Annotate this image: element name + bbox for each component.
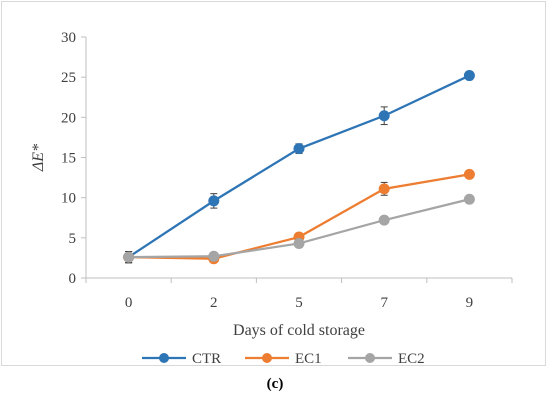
y-tick-label: 10 xyxy=(61,191,76,207)
x-tick-label: 2 xyxy=(210,295,218,311)
data-point-ctr xyxy=(293,143,305,155)
y-tick-label: 20 xyxy=(61,110,76,126)
x-tick-label: 7 xyxy=(380,295,388,311)
data-point-ec2 xyxy=(123,251,135,263)
y-tick-label: 25 xyxy=(61,70,76,86)
data-point-ec2 xyxy=(293,237,305,249)
series-line-ctr xyxy=(127,74,470,259)
data-point-ec2 xyxy=(378,214,390,226)
data-point-ec2 xyxy=(463,193,475,205)
legend-marker-ctr xyxy=(159,353,169,363)
y-tick-label: 15 xyxy=(61,151,76,167)
y-axis-title: ΔE* xyxy=(30,144,47,172)
y-tick-label: 5 xyxy=(69,231,77,247)
x-axis-title: Days of cold storage xyxy=(233,322,365,339)
legend-marker-ec2 xyxy=(365,353,375,363)
figure-caption: (c) xyxy=(0,376,550,393)
y-tick-label: 0 xyxy=(69,271,77,287)
chart-frame: 0 5 10 15 20 25 30 0 2 5 7 9 Days of cold storage ΔE*… xyxy=(1,1,546,367)
y-tick-label: 30 xyxy=(61,30,76,46)
data-point-ctr xyxy=(378,110,390,122)
legend-label-ctr: CTR xyxy=(192,351,221,367)
x-tick-label: 5 xyxy=(295,295,303,311)
legend-label-ec1: EC1 xyxy=(295,351,322,367)
data-point-ec1 xyxy=(378,183,390,195)
data-point-ctr xyxy=(208,195,220,207)
data-point-ec2 xyxy=(208,250,220,262)
x-tick-label: 0 xyxy=(125,295,133,311)
legend-marker-ec1 xyxy=(262,353,272,363)
caption-label: (c) xyxy=(266,376,284,392)
x-tick-label: 9 xyxy=(466,295,474,311)
legend-label-ec2: EC2 xyxy=(398,351,425,367)
data-point-ctr xyxy=(463,70,475,82)
data-point-ec1 xyxy=(463,168,475,180)
